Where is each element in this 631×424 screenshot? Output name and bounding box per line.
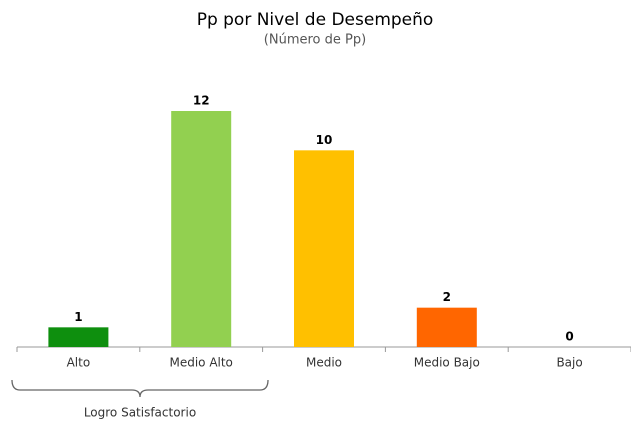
x-tick-label: Medio Bajo <box>414 356 480 370</box>
data-label: 10 <box>316 133 333 147</box>
bar <box>171 111 232 347</box>
x-tick-label: Bajo <box>556 356 582 370</box>
x-tick-label: Medio <box>306 356 342 370</box>
chart-title: Pp por Nivel de Desempeño <box>197 10 434 30</box>
bar <box>294 150 354 347</box>
annotation: Logro Satisfactorio <box>84 406 196 420</box>
data-label: 2 <box>443 290 451 304</box>
data-label: 12 <box>193 94 210 108</box>
data-label: 1 <box>74 310 82 324</box>
chart-subtitle: (Número de Pp) <box>264 33 366 48</box>
bar <box>416 307 477 347</box>
bar <box>48 327 109 347</box>
data-label: 0 <box>565 330 573 344</box>
x-tick-label: Medio Alto <box>169 356 232 370</box>
x-tick-label: Alto <box>67 356 91 370</box>
bracket <box>11 379 269 398</box>
